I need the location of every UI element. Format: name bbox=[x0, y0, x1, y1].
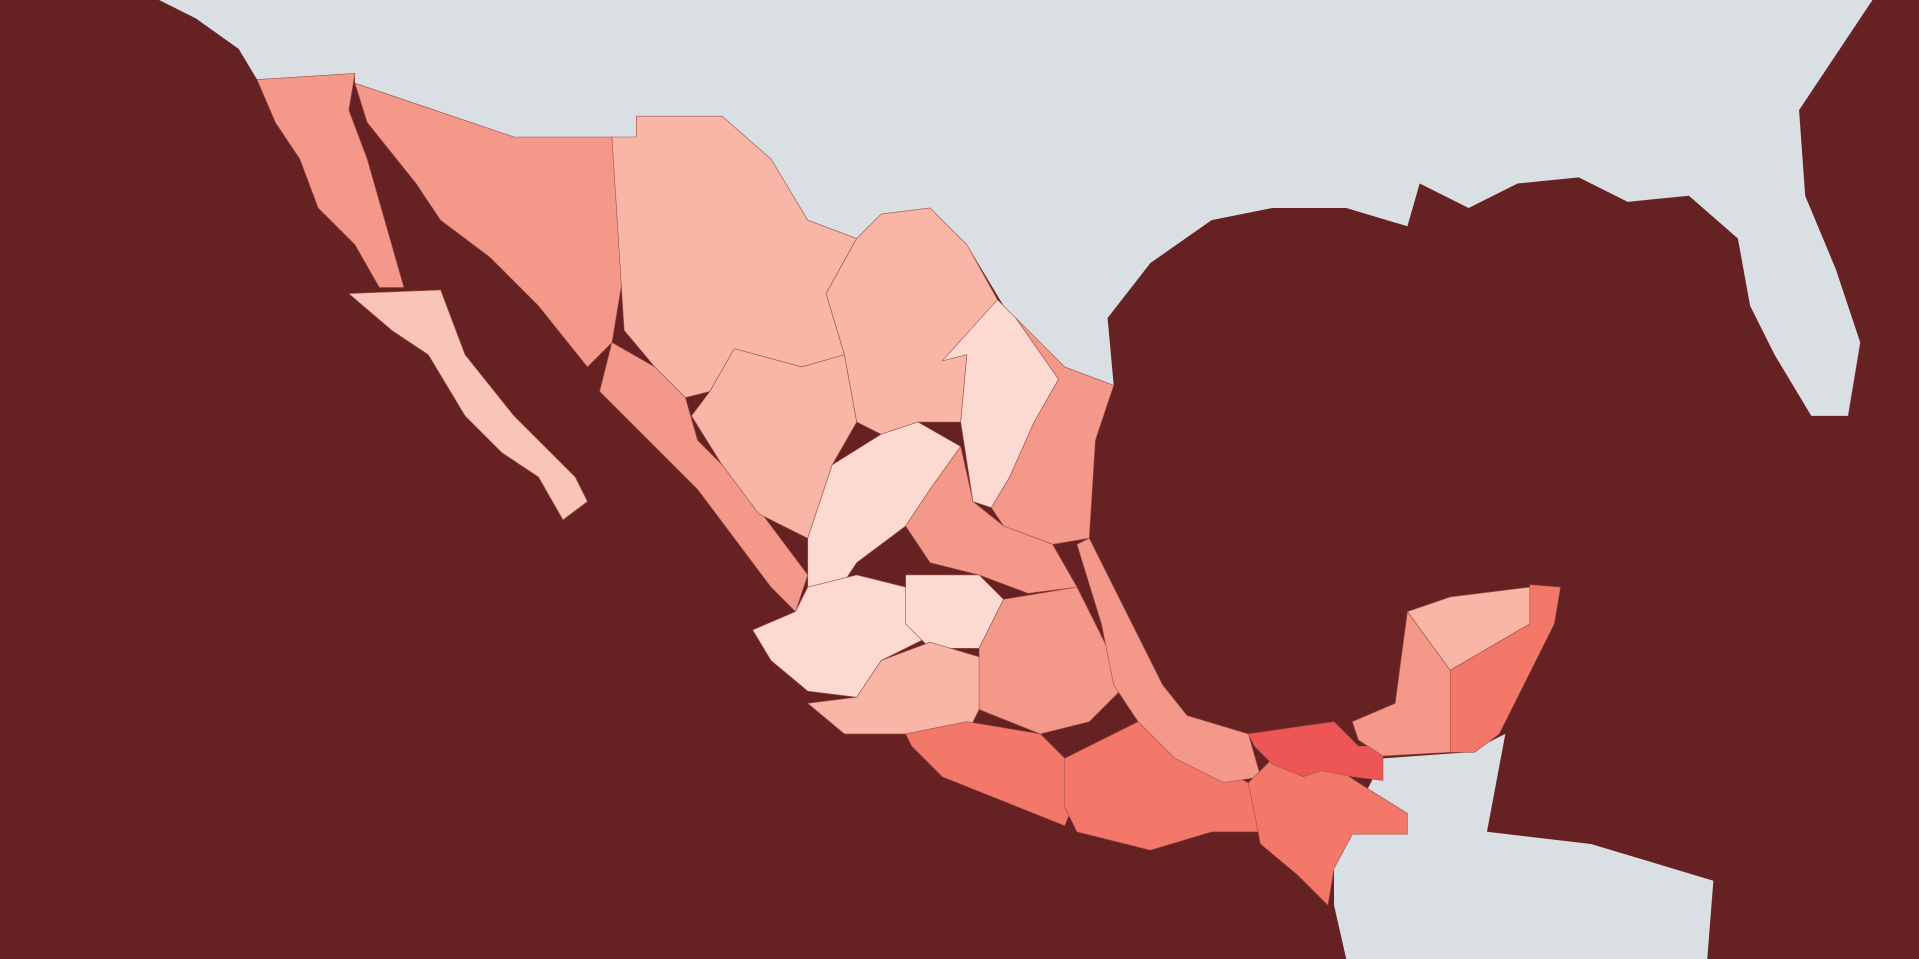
michoacan bbox=[807, 641, 992, 735]
quintana-roo bbox=[1449, 584, 1561, 753]
baja-california-sur bbox=[348, 289, 588, 521]
tabasco bbox=[1248, 721, 1384, 781]
mexico-states bbox=[256, 73, 1561, 906]
central-america bbox=[1333, 733, 1714, 959]
sonora bbox=[354, 82, 625, 368]
sinaloa bbox=[599, 342, 809, 612]
zacatecas bbox=[807, 421, 962, 600]
san-luis-potosi bbox=[905, 446, 1078, 594]
united-states bbox=[159, 0, 1873, 416]
baja-california bbox=[256, 73, 405, 288]
